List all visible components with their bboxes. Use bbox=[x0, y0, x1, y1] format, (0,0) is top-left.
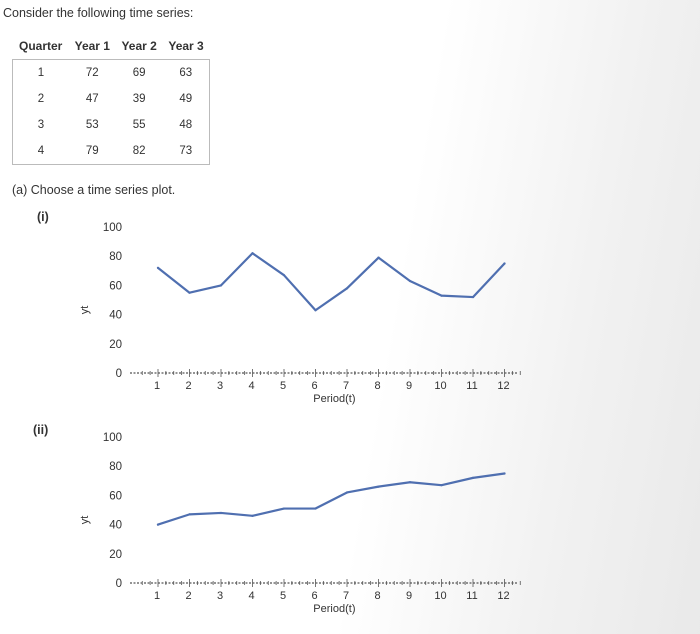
data-point bbox=[219, 284, 223, 287]
y-tick-label: 100 bbox=[103, 222, 122, 234]
x-tick-label: 10 bbox=[434, 590, 446, 602]
y-tick-label: 0 bbox=[116, 368, 122, 380]
x-axis-label: Period(t) bbox=[313, 393, 355, 405]
table-row: 4 79 82 73 bbox=[13, 138, 210, 165]
table-cell: 69 bbox=[132, 67, 146, 79]
header-year-1: Year 1 bbox=[68, 33, 116, 60]
series-line bbox=[156, 472, 506, 526]
data-point bbox=[188, 513, 191, 516]
y-tick-label: 40 bbox=[109, 310, 122, 322]
x-tick-label: 2 bbox=[185, 380, 191, 392]
x-tick-label: 10 bbox=[434, 380, 446, 392]
x-tick-label: 2 bbox=[185, 590, 191, 602]
table-cell: 47 bbox=[85, 93, 99, 105]
question-a-text: (a) Choose a time series plot. bbox=[12, 183, 176, 197]
y-axis-label: yt bbox=[79, 306, 91, 315]
y-tick-label: 80 bbox=[109, 251, 122, 263]
series-line bbox=[156, 252, 506, 312]
data-point bbox=[440, 484, 443, 487]
table-header-row: Quarter Year 1 Year 2 Year 3 bbox=[12, 33, 210, 60]
x-tick-label: 7 bbox=[343, 380, 349, 392]
y-tick-label: 20 bbox=[109, 339, 122, 351]
table-row: 2 47 39 49 bbox=[13, 86, 210, 112]
data-point bbox=[156, 523, 160, 526]
table-cell: 63 bbox=[179, 67, 193, 79]
y-tick-label: 20 bbox=[109, 549, 122, 561]
table-cell: 72 bbox=[85, 67, 99, 79]
y-tick-label: 40 bbox=[109, 520, 122, 532]
intro-text: Consider the following time series: bbox=[3, 6, 194, 20]
x-tick-label: 12 bbox=[497, 380, 509, 392]
x-tick-label: 9 bbox=[406, 380, 412, 392]
x-tick-label: 11 bbox=[466, 590, 477, 602]
data-point bbox=[345, 491, 349, 494]
table-cell: 48 bbox=[179, 119, 193, 131]
data-point bbox=[188, 291, 191, 294]
data-point bbox=[377, 485, 380, 488]
table-cell: 82 bbox=[132, 145, 146, 157]
data-point bbox=[377, 256, 380, 259]
data-point bbox=[345, 287, 349, 290]
data-point bbox=[282, 507, 286, 510]
data-point bbox=[282, 274, 286, 277]
x-tick-label: 6 bbox=[311, 590, 317, 602]
data-point bbox=[314, 507, 317, 510]
x-tick-label: 4 bbox=[248, 590, 254, 602]
data-point bbox=[408, 481, 412, 484]
table-cell: 79 bbox=[85, 145, 99, 157]
data-point bbox=[471, 295, 475, 299]
table-cell: 73 bbox=[179, 145, 193, 157]
data-point bbox=[219, 511, 223, 515]
data-point bbox=[408, 279, 412, 283]
x-tick-label: 7 bbox=[343, 590, 349, 602]
x-tick-label: 11 bbox=[466, 380, 477, 392]
y-tick-label: 0 bbox=[116, 578, 122, 590]
table-cell: 4 bbox=[37, 145, 45, 157]
x-tick-label: 12 bbox=[497, 590, 509, 602]
x-tick-label: 4 bbox=[248, 380, 254, 392]
x-tick-label: 8 bbox=[374, 380, 380, 392]
data-point bbox=[251, 514, 254, 517]
table-cell: 39 bbox=[132, 93, 146, 105]
data-point bbox=[156, 266, 160, 269]
table-cell: 49 bbox=[179, 93, 193, 105]
data-point bbox=[503, 262, 506, 265]
data-point bbox=[440, 294, 443, 297]
x-tick-label: 1 bbox=[154, 590, 160, 602]
y-tick-label: 100 bbox=[103, 432, 122, 444]
data-point bbox=[503, 472, 506, 475]
table-cell: 2 bbox=[37, 93, 45, 105]
y-tick-label: 60 bbox=[109, 490, 122, 502]
x-axis-label: Period(t) bbox=[313, 603, 355, 615]
x-tick-label: 9 bbox=[406, 590, 412, 602]
option-ii-label[interactable]: (ii) bbox=[33, 423, 49, 437]
option-i-label[interactable]: (i) bbox=[37, 210, 49, 224]
x-tick-label: 1 bbox=[154, 380, 160, 392]
y-tick-label: 60 bbox=[109, 280, 122, 292]
y-tick-label: 80 bbox=[109, 461, 122, 473]
time-series-table: Quarter Year 1 Year 2 Year 3 1 72 69 63 … bbox=[12, 33, 210, 165]
x-tick-label: 3 bbox=[217, 380, 223, 392]
x-tick-label: 5 bbox=[280, 380, 286, 392]
header-year-2: Year 2 bbox=[115, 33, 163, 60]
data-point bbox=[314, 309, 317, 312]
x-tick-label: 6 bbox=[311, 380, 317, 392]
x-tick-label: 3 bbox=[217, 590, 223, 602]
data-point bbox=[251, 252, 254, 255]
table-row: 1 72 69 63 bbox=[13, 60, 210, 87]
data-point bbox=[471, 476, 475, 479]
table-row: 3 53 55 48 bbox=[13, 112, 210, 138]
y-axis-label: yt bbox=[79, 516, 91, 525]
table-cell: 1 bbox=[37, 67, 45, 79]
table-cell: 3 bbox=[37, 119, 45, 131]
x-tick-label: 8 bbox=[374, 590, 380, 602]
header-year-3: Year 3 bbox=[162, 33, 210, 60]
x-tick-label: 5 bbox=[280, 590, 286, 602]
table-cell: 53 bbox=[85, 119, 99, 131]
header-quarter: Quarter bbox=[12, 33, 69, 60]
table-cell: 55 bbox=[132, 119, 146, 131]
